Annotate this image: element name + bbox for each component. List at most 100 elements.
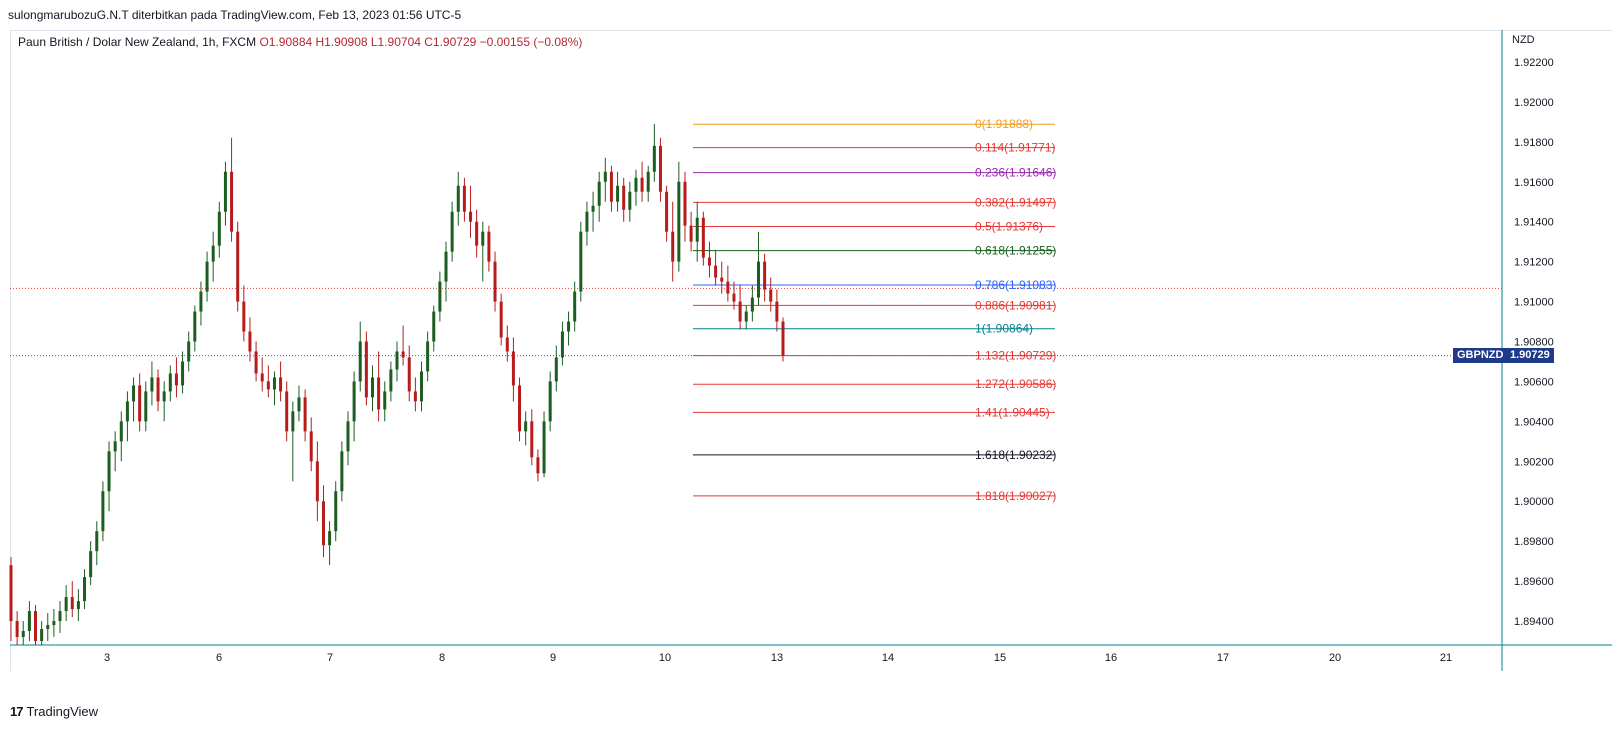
candle-body: [775, 301, 779, 322]
y-tick-label: 1.91400: [1514, 217, 1554, 229]
candle-body: [726, 281, 730, 294]
candle-body: [230, 171, 234, 232]
candle-body: [456, 185, 460, 212]
candle-body: [432, 311, 436, 342]
candle-body: [113, 441, 117, 452]
candle-body: [260, 373, 264, 382]
candle-body: [217, 211, 221, 246]
candle-body: [156, 377, 160, 402]
candle-body: [579, 231, 583, 292]
chart-frame: [10, 30, 1612, 671]
candle-body: [518, 385, 522, 432]
candle-body: [181, 361, 185, 386]
y-tick-label: 1.90000: [1514, 496, 1554, 508]
symbol-name[interactable]: Paun British / Dolar New Zealand, 1h, FX…: [18, 35, 257, 49]
candle-body: [95, 531, 99, 552]
candle-body: [536, 457, 540, 474]
candle-body: [291, 411, 295, 432]
y-tick-label: 1.90200: [1514, 456, 1554, 468]
candle-body: [266, 381, 270, 390]
candle-body: [89, 551, 93, 578]
candle-body: [744, 311, 748, 322]
candle-body: [640, 177, 644, 192]
candle-body: [438, 281, 442, 312]
candle-body: [395, 351, 399, 370]
fib-level-label: 0.786(1.91083): [975, 278, 1056, 292]
candle-body: [9, 565, 13, 622]
candle-body: [309, 431, 313, 462]
candle-body: [560, 331, 564, 358]
candle-body: [763, 261, 767, 290]
x-tick-label: 8: [439, 652, 445, 664]
candle-body: [426, 341, 430, 372]
fib-level-label: 1.41(1.90445): [975, 405, 1050, 419]
y-tick-label: 1.89600: [1514, 576, 1554, 588]
candle-body: [401, 351, 405, 358]
currency-label: NZD: [1512, 34, 1535, 46]
y-tick-label: 1.92000: [1514, 97, 1554, 109]
ohlc-values: O1.90884 H1.90908 L1.90704 C1.90729 −0.0…: [259, 35, 583, 49]
candle-body: [511, 351, 515, 386]
candle-body: [603, 171, 607, 182]
candle-body: [548, 381, 552, 422]
fib-level-label: 0.114(1.91771): [975, 141, 1056, 155]
candle-body: [168, 373, 172, 392]
x-tick-label: 21: [1440, 652, 1452, 664]
candle-body: [34, 611, 38, 642]
y-tick-label: 1.89400: [1514, 616, 1554, 628]
y-tick-label: 1.89800: [1514, 536, 1554, 548]
candle-body: [628, 191, 632, 210]
candle-body: [420, 371, 424, 402]
candle-body: [469, 211, 473, 222]
x-tick-label: 20: [1329, 652, 1341, 664]
candle-body: [321, 501, 325, 546]
candle-body: [334, 491, 338, 532]
candle-body: [21, 631, 25, 638]
candle-body: [64, 597, 68, 612]
candle-body: [107, 451, 111, 492]
tradingview-logo-icon: 17: [10, 704, 24, 719]
y-tick-label: 1.90600: [1514, 376, 1554, 388]
fib-level-label: 0.5(1.91376): [975, 219, 1043, 233]
candle-body: [622, 185, 626, 210]
candle-body: [303, 397, 307, 432]
candle-body: [567, 321, 571, 332]
candle-body: [27, 611, 31, 632]
candle-body: [591, 205, 595, 212]
candle-body: [297, 397, 301, 412]
candle-body: [616, 185, 620, 202]
candle-body: [162, 391, 166, 402]
candle-body: [677, 181, 681, 262]
x-tick-label: 15: [994, 652, 1006, 664]
fib-level-label: 0(1.91888): [975, 117, 1033, 131]
candle-body: [132, 385, 136, 402]
candle-body: [499, 301, 503, 338]
x-tick-label: 10: [659, 652, 671, 664]
publisher-header: sulongmarubozuG.N.T diterbitkan pada Tra…: [8, 8, 462, 22]
candle-body: [119, 421, 123, 442]
x-tick-label: 9: [550, 652, 556, 664]
candle-body: [462, 185, 466, 212]
candle-body: [174, 373, 178, 386]
candle-body: [272, 377, 276, 390]
candle-body: [769, 289, 773, 302]
candle-body: [70, 597, 74, 610]
candle-body: [352, 381, 356, 422]
candle-body: [346, 421, 350, 452]
candle-body: [720, 277, 724, 282]
x-tick-label: 16: [1105, 652, 1117, 664]
candle-body: [634, 177, 638, 192]
candle-body: [187, 341, 191, 362]
y-tick-label: 1.92200: [1514, 57, 1554, 69]
x-tick-label: 17: [1217, 652, 1229, 664]
candle-body: [40, 629, 44, 642]
candle-body: [652, 145, 656, 172]
candle-body: [407, 357, 411, 392]
tradingview-footer[interactable]: 17 TradingView: [10, 704, 98, 719]
candle-body: [279, 377, 283, 392]
candle-body: [695, 217, 699, 242]
candle-body: [58, 611, 62, 622]
candle-body: [781, 321, 785, 356]
candle-body: [665, 191, 669, 232]
